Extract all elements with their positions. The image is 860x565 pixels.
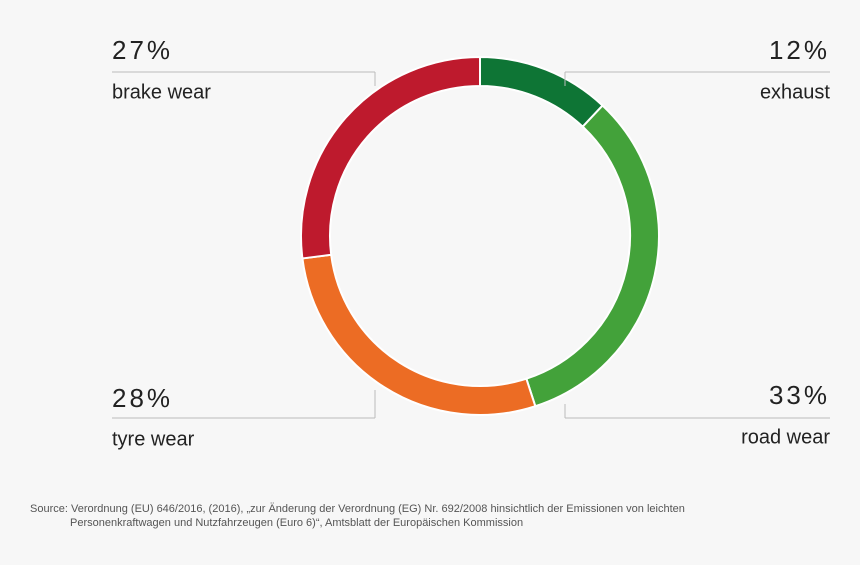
value-label: 28% [112,383,173,413]
leader-line [564,404,830,419]
category-label: brake wear [112,81,211,103]
value-label: 33% [769,380,830,410]
category-label: road wear [741,426,830,448]
leader-line [112,390,376,419]
source-line: Source: Verordnung (EU) 646/2016, (2016)… [30,503,685,515]
leader-line [112,71,376,86]
donut-segment [300,55,481,260]
source-line: Personenkraftwagen und Nutzfahrzeugen (E… [70,517,523,529]
leader-line [564,71,830,86]
value-label: 27% [112,35,173,65]
category-label: tyre wear [112,428,195,450]
category-label: exhaust [760,81,830,103]
value-label: 12% [769,35,830,65]
